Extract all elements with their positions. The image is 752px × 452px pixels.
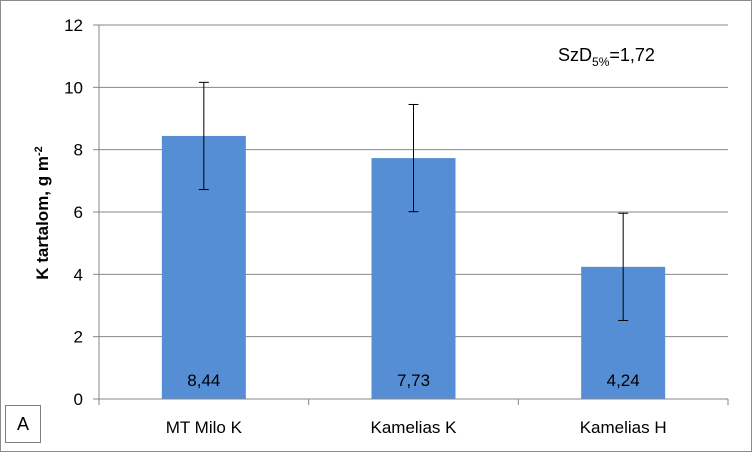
x-tick-label: MT Milo K	[166, 418, 243, 437]
panel-label: A	[5, 405, 41, 443]
y-axis-label: K tartalom, g m-2	[33, 146, 52, 280]
y-tick-label: 2	[74, 328, 83, 347]
y-tick-labels: 0 2 4 6 8 10 12	[64, 16, 83, 409]
lsd-annotation: SzD5%=1,72	[558, 45, 655, 69]
y-tick-label: 0	[74, 390, 83, 409]
x-tick-labels: MT Milo K Kamelias K Kamelias H	[166, 418, 667, 437]
y-tick-label: 4	[74, 265, 83, 284]
x-tick-label: Kamelias K	[371, 418, 458, 437]
y-tick-label: 12	[64, 16, 83, 35]
y-tick-label: 8	[74, 141, 83, 160]
error-bars	[198, 81, 629, 321]
bar-value-label: 7,73	[397, 371, 430, 390]
x-tick-label: Kamelias H	[580, 418, 667, 437]
value-labels: 8,44 7,73 4,24	[187, 371, 639, 390]
bar-value-label: 4,24	[607, 371, 640, 390]
y-tick-label: 10	[64, 78, 83, 97]
y-tick-label: 6	[74, 203, 83, 222]
bar-value-label: 8,44	[187, 371, 220, 390]
axes	[93, 24, 729, 405]
